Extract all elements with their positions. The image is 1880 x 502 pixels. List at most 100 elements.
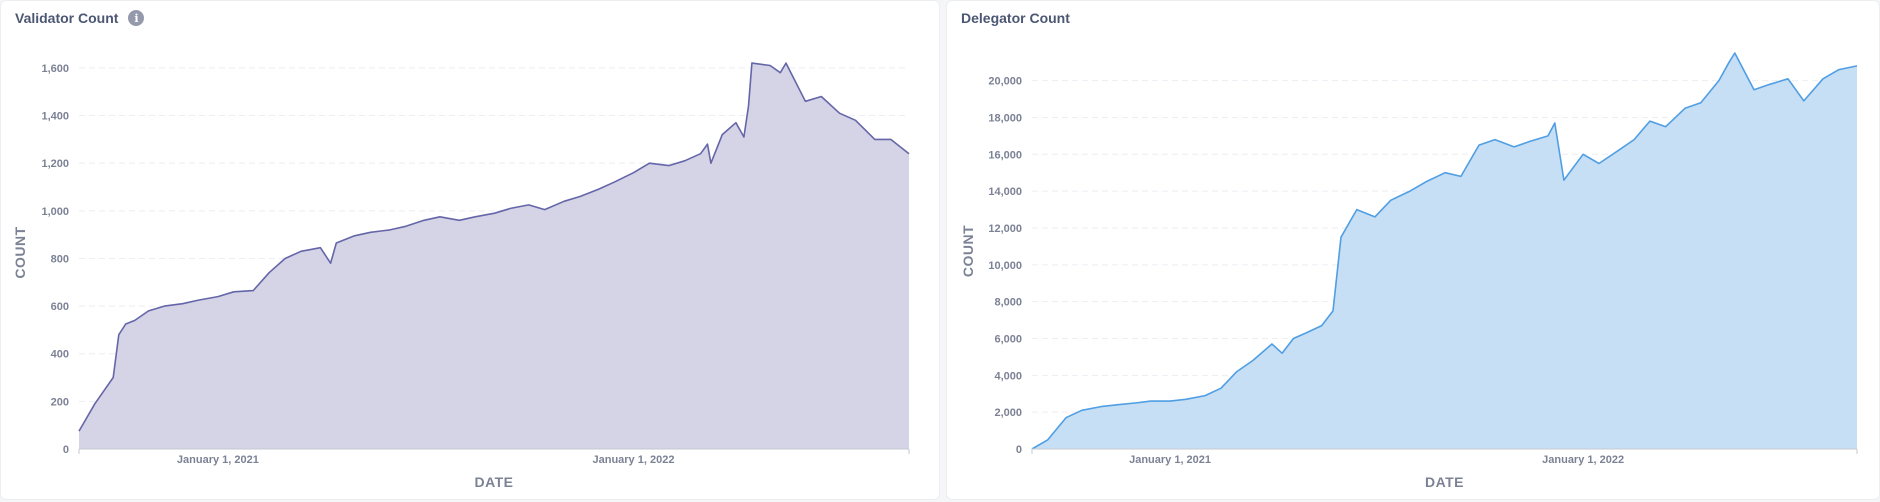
series-line[interactable] (78, 62, 910, 432)
data-point[interactable] (873, 137, 877, 141)
data-point[interactable] (232, 290, 236, 294)
series-line[interactable] (1031, 52, 1858, 450)
data-point[interactable] (838, 111, 842, 115)
data-point[interactable] (803, 99, 807, 103)
data-point[interactable] (1251, 359, 1255, 363)
data-point[interactable] (1424, 180, 1428, 184)
data-point[interactable] (1389, 198, 1393, 202)
data-point[interactable] (334, 241, 338, 245)
data-point[interactable] (1581, 152, 1585, 156)
data-point[interactable] (1855, 64, 1859, 68)
data-point[interactable] (1616, 149, 1620, 153)
data-point[interactable] (1339, 235, 1343, 239)
data-point[interactable] (1270, 342, 1274, 346)
data-point[interactable] (709, 161, 713, 165)
data-point[interactable] (369, 230, 373, 234)
data-point[interactable] (819, 95, 823, 99)
data-point[interactable] (422, 218, 426, 222)
data-point[interactable] (747, 104, 751, 108)
data-point[interactable] (562, 199, 566, 203)
data-point[interactable] (77, 429, 81, 433)
data-point[interactable] (1493, 138, 1497, 142)
data-point[interactable] (1459, 174, 1463, 178)
data-point[interactable] (647, 161, 651, 165)
data-point[interactable] (1331, 309, 1335, 313)
data-point[interactable] (1717, 79, 1721, 83)
data-point[interactable] (1786, 77, 1790, 81)
data-point[interactable] (1280, 351, 1284, 355)
data-point[interactable] (283, 257, 287, 261)
data-point[interactable] (778, 71, 782, 75)
data-point[interactable] (1184, 397, 1188, 401)
data-point[interactable] (1168, 399, 1172, 403)
data-point[interactable] (1219, 386, 1223, 390)
data-point[interactable] (1752, 88, 1756, 92)
data-point[interactable] (706, 142, 710, 146)
data-point[interactable] (1683, 106, 1687, 110)
data-point[interactable] (1064, 416, 1068, 420)
data-point[interactable] (318, 246, 322, 250)
data-point[interactable] (353, 234, 357, 238)
data-point[interactable] (1597, 162, 1601, 166)
data-point[interactable] (1727, 60, 1731, 64)
data-point[interactable] (493, 211, 497, 215)
card-title[interactable]: Delegator Count (961, 10, 1070, 26)
data-point[interactable] (124, 322, 128, 326)
data-point[interactable] (216, 295, 220, 299)
data-point[interactable] (1133, 401, 1137, 405)
data-point[interactable] (1408, 189, 1412, 193)
data-point[interactable] (438, 215, 442, 219)
data-point[interactable] (1553, 121, 1557, 125)
data-point[interactable] (93, 402, 97, 406)
data-point[interactable] (734, 121, 738, 125)
data-point[interactable] (1099, 405, 1103, 409)
data-point[interactable] (527, 203, 531, 207)
data-point[interactable] (612, 180, 616, 184)
data-point[interactable] (1768, 82, 1772, 86)
data-point[interactable] (1046, 438, 1050, 442)
data-point[interactable] (1802, 99, 1806, 103)
data-point[interactable] (1821, 77, 1825, 81)
data-point[interactable] (197, 298, 201, 302)
data-point[interactable] (1546, 134, 1550, 138)
data-point[interactable] (543, 208, 547, 212)
data-point[interactable] (473, 215, 477, 219)
data-point[interactable] (742, 135, 746, 139)
data-point[interactable] (329, 261, 333, 265)
data-point[interactable] (111, 376, 115, 380)
data-point[interactable] (854, 118, 858, 122)
data-point[interactable] (251, 289, 255, 293)
data-point[interactable] (147, 309, 151, 313)
data-point[interactable] (596, 187, 600, 191)
data-point[interactable] (667, 164, 671, 168)
data-point[interactable] (181, 302, 185, 306)
data-point[interactable] (889, 137, 893, 141)
card-title[interactable]: Validator Count (15, 10, 119, 26)
data-point[interactable] (1355, 208, 1359, 212)
data-point[interactable] (1203, 394, 1207, 398)
data-point[interactable] (907, 152, 911, 156)
data-point[interactable] (509, 206, 513, 210)
data-point[interactable] (1304, 331, 1308, 335)
data-point[interactable] (632, 171, 636, 175)
data-point[interactable] (699, 152, 703, 156)
data-point[interactable] (1528, 139, 1532, 143)
data-point[interactable] (457, 218, 461, 222)
data-point[interactable] (683, 159, 687, 163)
data-point[interactable] (1837, 68, 1841, 72)
data-point[interactable] (1733, 51, 1737, 55)
data-point[interactable] (299, 249, 303, 253)
data-point[interactable] (162, 304, 166, 308)
data-point[interactable] (578, 195, 582, 199)
data-point[interactable] (1373, 215, 1377, 219)
data-point[interactable] (1080, 408, 1084, 412)
data-point[interactable] (720, 133, 724, 137)
data-point[interactable] (133, 318, 137, 322)
data-point[interactable] (1648, 119, 1652, 123)
data-point[interactable] (1699, 101, 1703, 105)
data-point[interactable] (1149, 399, 1153, 403)
info-icon[interactable]: i (128, 10, 145, 26)
data-point[interactable] (117, 333, 121, 337)
data-point[interactable] (750, 61, 754, 65)
data-point[interactable] (267, 271, 271, 275)
